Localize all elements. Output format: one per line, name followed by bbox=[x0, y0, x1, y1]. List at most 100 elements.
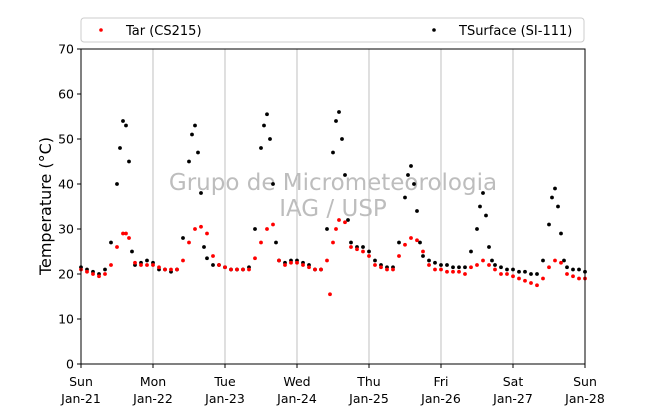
legend-label-tsurface: TSurface (SI-111) bbox=[458, 24, 572, 39]
legend-marker-tsurface bbox=[432, 28, 436, 32]
data-point bbox=[91, 272, 95, 276]
data-point bbox=[553, 258, 557, 263]
data-point bbox=[337, 110, 341, 114]
data-point bbox=[397, 254, 401, 258]
data-point bbox=[193, 123, 197, 128]
data-point bbox=[367, 249, 371, 254]
data-point bbox=[313, 267, 317, 272]
data-point bbox=[397, 240, 401, 245]
data-point bbox=[346, 218, 350, 222]
data-point bbox=[361, 249, 365, 254]
x-tick-date-label: Jan-21 bbox=[60, 391, 101, 406]
legend-marker-tar bbox=[99, 28, 103, 32]
data-point bbox=[262, 123, 266, 128]
data-point bbox=[229, 267, 233, 272]
data-point bbox=[571, 274, 575, 279]
data-point bbox=[253, 256, 257, 261]
x-tick-date-label: Jan-28 bbox=[564, 391, 605, 406]
data-point bbox=[445, 263, 449, 267]
data-point bbox=[433, 260, 437, 265]
x-tick-day-label: Sun bbox=[573, 374, 597, 389]
x-axis: Sun Jan-21 Mon Jan-22 Tue Jan-23 Wed Jan-24 Thu J… bbox=[60, 364, 605, 406]
data-point bbox=[253, 227, 257, 231]
y-tick-label: 30 bbox=[58, 222, 74, 237]
data-point bbox=[565, 272, 569, 276]
data-point bbox=[187, 240, 191, 245]
data-point bbox=[475, 227, 479, 231]
data-point bbox=[433, 267, 437, 272]
data-point bbox=[175, 267, 179, 272]
data-point bbox=[181, 236, 185, 240]
data-point bbox=[301, 263, 305, 267]
data-point bbox=[550, 195, 554, 200]
data-point bbox=[577, 267, 581, 272]
data-point bbox=[343, 173, 347, 177]
data-point bbox=[487, 245, 491, 249]
data-point bbox=[124, 231, 128, 236]
y-tick-label: 0 bbox=[66, 357, 74, 372]
x-tick-day-label: Sun bbox=[69, 374, 93, 389]
data-point bbox=[103, 272, 107, 276]
legend: Tar (CS215) TSurface (SI-111) bbox=[80, 17, 585, 43]
data-point bbox=[169, 267, 173, 272]
x-tick-date-label: Jan-24 bbox=[276, 391, 317, 406]
data-point bbox=[511, 267, 515, 272]
data-point bbox=[403, 195, 407, 200]
data-point bbox=[277, 258, 281, 263]
data-point bbox=[331, 240, 335, 245]
y-tick-label: 50 bbox=[58, 132, 74, 147]
data-point bbox=[127, 236, 131, 240]
y-axis: 0 10 20 30 40 50 60 70 bbox=[58, 42, 81, 372]
data-point bbox=[457, 265, 461, 270]
data-point bbox=[199, 191, 203, 195]
data-point bbox=[403, 242, 407, 247]
data-point bbox=[565, 265, 569, 270]
data-point bbox=[319, 267, 323, 272]
data-point bbox=[373, 258, 377, 263]
y-tick-label: 10 bbox=[58, 312, 74, 327]
watermark-line-2: IAG / USP bbox=[279, 196, 387, 222]
data-point bbox=[499, 265, 503, 270]
data-point bbox=[163, 267, 167, 272]
data-point bbox=[205, 256, 209, 261]
data-point bbox=[130, 249, 134, 254]
data-point bbox=[391, 267, 395, 272]
data-point bbox=[493, 263, 497, 267]
data-point bbox=[406, 173, 410, 177]
data-point bbox=[145, 263, 149, 267]
data-point bbox=[121, 119, 125, 123]
data-point bbox=[517, 269, 521, 274]
data-point bbox=[190, 132, 194, 137]
data-point bbox=[202, 245, 206, 249]
data-point bbox=[523, 269, 527, 274]
data-point bbox=[478, 204, 482, 209]
data-point bbox=[493, 267, 497, 272]
data-point bbox=[412, 182, 416, 186]
data-point bbox=[271, 182, 275, 186]
data-point bbox=[181, 258, 185, 263]
data-point bbox=[118, 146, 122, 150]
data-point bbox=[139, 263, 143, 267]
data-point bbox=[235, 267, 239, 272]
data-point bbox=[103, 267, 107, 272]
data-point bbox=[529, 281, 533, 285]
data-point bbox=[415, 238, 419, 243]
data-point bbox=[541, 258, 545, 263]
data-point bbox=[439, 263, 443, 267]
data-point bbox=[409, 236, 413, 240]
y-tick-label: 60 bbox=[58, 87, 74, 102]
data-point bbox=[463, 265, 467, 270]
data-point bbox=[187, 159, 191, 164]
data-point bbox=[490, 258, 494, 263]
data-point bbox=[511, 274, 515, 279]
data-point bbox=[451, 265, 455, 270]
data-point bbox=[328, 292, 332, 297]
data-point bbox=[157, 265, 161, 270]
data-point bbox=[445, 269, 449, 274]
y-axis-title: Temperature (°C) bbox=[36, 137, 55, 276]
x-tick-date-label: Jan-27 bbox=[492, 391, 533, 406]
data-point bbox=[334, 227, 338, 231]
data-point bbox=[325, 258, 329, 263]
data-point bbox=[481, 191, 485, 195]
data-point bbox=[499, 272, 503, 276]
